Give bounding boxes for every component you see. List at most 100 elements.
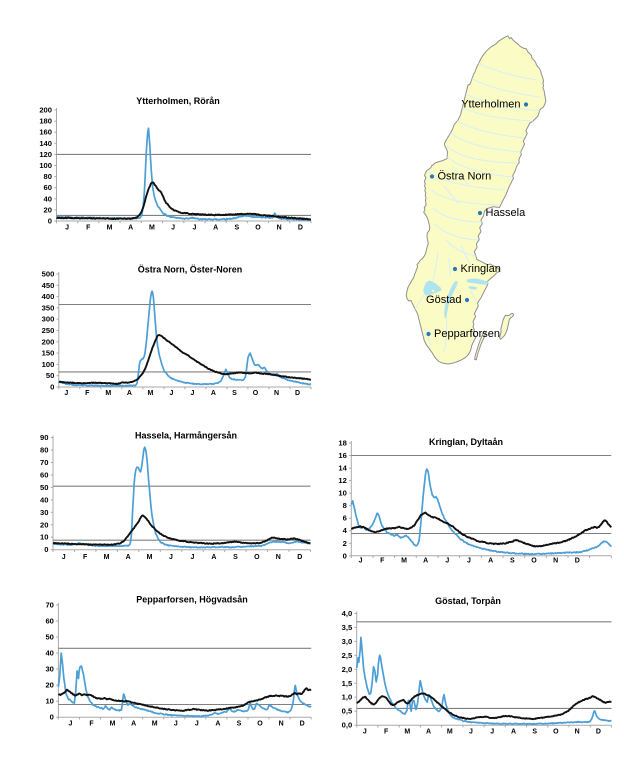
- svg-text:M: M: [104, 554, 110, 561]
- svg-text:3,5: 3,5: [342, 623, 353, 632]
- svg-text:J: J: [363, 728, 367, 735]
- svg-text:450: 450: [42, 281, 55, 290]
- svg-text:J: J: [469, 728, 473, 735]
- svg-text:M: M: [149, 224, 155, 231]
- svg-text:A: A: [488, 557, 493, 564]
- svg-text:M: M: [147, 390, 153, 397]
- svg-text:M: M: [147, 554, 153, 561]
- svg-text:O: O: [553, 728, 559, 735]
- svg-text:60: 60: [45, 617, 53, 626]
- svg-text:J: J: [191, 554, 195, 561]
- svg-text:Göstad: Göstad: [426, 294, 461, 306]
- svg-text:J: J: [359, 557, 363, 564]
- svg-text:A: A: [131, 720, 136, 727]
- svg-text:20: 20: [40, 520, 48, 529]
- svg-text:0: 0: [44, 545, 48, 554]
- svg-text:S: S: [233, 554, 238, 561]
- svg-text:Ytterholmen, Rörån: Ytterholmen, Rörån: [136, 96, 220, 106]
- svg-text:A: A: [213, 224, 218, 231]
- svg-text:200: 200: [42, 337, 55, 346]
- svg-text:J: J: [68, 720, 72, 727]
- svg-text:Ytterholmen: Ytterholmen: [461, 99, 520, 111]
- svg-text:Kringlan: Kringlan: [461, 263, 501, 275]
- svg-text:Pepparforsen: Pepparforsen: [434, 328, 500, 340]
- svg-text:200: 200: [39, 106, 52, 115]
- svg-text:12: 12: [338, 476, 346, 485]
- svg-text:A: A: [426, 728, 431, 735]
- svg-text:Kringlan, Dyltaån: Kringlan, Dyltaån: [429, 437, 503, 447]
- svg-text:J: J: [190, 390, 194, 397]
- svg-text:2,0: 2,0: [342, 665, 353, 674]
- svg-text:Pepparforsen, Högvadsån: Pepparforsen, Högvadsån: [136, 594, 248, 604]
- svg-text:1,5: 1,5: [342, 679, 353, 688]
- svg-text:1,0: 1,0: [342, 693, 353, 702]
- svg-text:0: 0: [50, 383, 54, 392]
- svg-text:D: D: [575, 557, 580, 564]
- svg-text:A: A: [215, 720, 220, 727]
- svg-text:M: M: [105, 390, 111, 397]
- svg-text:F: F: [380, 557, 385, 564]
- svg-text:O: O: [257, 720, 263, 727]
- svg-text:O: O: [253, 390, 259, 397]
- svg-text:F: F: [384, 728, 389, 735]
- svg-text:S: S: [532, 728, 537, 735]
- svg-text:500: 500: [42, 270, 55, 279]
- svg-text:10: 10: [45, 697, 53, 706]
- svg-text:D: D: [295, 390, 300, 397]
- svg-text:2: 2: [343, 539, 347, 548]
- svg-text:J: J: [467, 557, 471, 564]
- svg-text:D: D: [297, 554, 302, 561]
- svg-text:M: M: [110, 720, 116, 727]
- svg-text:100: 100: [42, 360, 55, 369]
- svg-text:A: A: [423, 557, 428, 564]
- svg-text:A: A: [211, 554, 216, 561]
- svg-text:S: S: [510, 557, 515, 564]
- svg-text:J: J: [64, 390, 68, 397]
- svg-text:16: 16: [338, 451, 346, 460]
- svg-text:80: 80: [44, 172, 52, 181]
- svg-text:300: 300: [42, 315, 55, 324]
- svg-text:M: M: [107, 224, 113, 231]
- svg-text:0,0: 0,0: [342, 721, 353, 730]
- svg-text:50: 50: [45, 633, 53, 642]
- svg-text:30: 30: [40, 508, 48, 517]
- svg-text:150: 150: [42, 349, 55, 358]
- svg-text:J: J: [169, 390, 173, 397]
- svg-text:20: 20: [45, 681, 53, 690]
- svg-text:A: A: [127, 390, 132, 397]
- svg-text:M: M: [404, 728, 410, 735]
- svg-text:120: 120: [39, 150, 52, 159]
- svg-text:J: J: [490, 728, 494, 735]
- svg-text:N: N: [279, 720, 284, 727]
- svg-text:F: F: [85, 390, 90, 397]
- svg-text:40: 40: [45, 649, 53, 658]
- svg-text:A: A: [211, 390, 216, 397]
- svg-text:O: O: [254, 554, 260, 561]
- svg-text:N: N: [276, 554, 281, 561]
- svg-text:0: 0: [48, 217, 52, 226]
- svg-text:0: 0: [343, 551, 347, 560]
- svg-text:D: D: [596, 728, 601, 735]
- svg-text:180: 180: [39, 117, 52, 126]
- svg-text:D: D: [298, 224, 303, 231]
- svg-text:10: 10: [40, 533, 48, 542]
- svg-text:J: J: [195, 720, 199, 727]
- svg-text:18: 18: [338, 439, 346, 448]
- svg-text:70: 70: [40, 458, 48, 467]
- svg-text:S: S: [237, 720, 242, 727]
- svg-text:Hassela: Hassela: [486, 207, 527, 219]
- svg-text:M: M: [401, 557, 407, 564]
- svg-text:50: 50: [46, 371, 54, 380]
- svg-text:F: F: [86, 224, 91, 231]
- svg-text:4: 4: [343, 526, 348, 535]
- svg-text:F: F: [83, 554, 88, 561]
- svg-text:S: S: [232, 390, 237, 397]
- svg-text:50: 50: [40, 483, 48, 492]
- svg-text:N: N: [553, 557, 558, 564]
- svg-text:250: 250: [42, 326, 55, 335]
- svg-text:40: 40: [44, 194, 52, 203]
- svg-text:90: 90: [40, 433, 48, 442]
- svg-text:0: 0: [50, 713, 54, 722]
- svg-text:Östra Norn: Östra Norn: [438, 171, 492, 183]
- svg-text:0,5: 0,5: [342, 707, 353, 716]
